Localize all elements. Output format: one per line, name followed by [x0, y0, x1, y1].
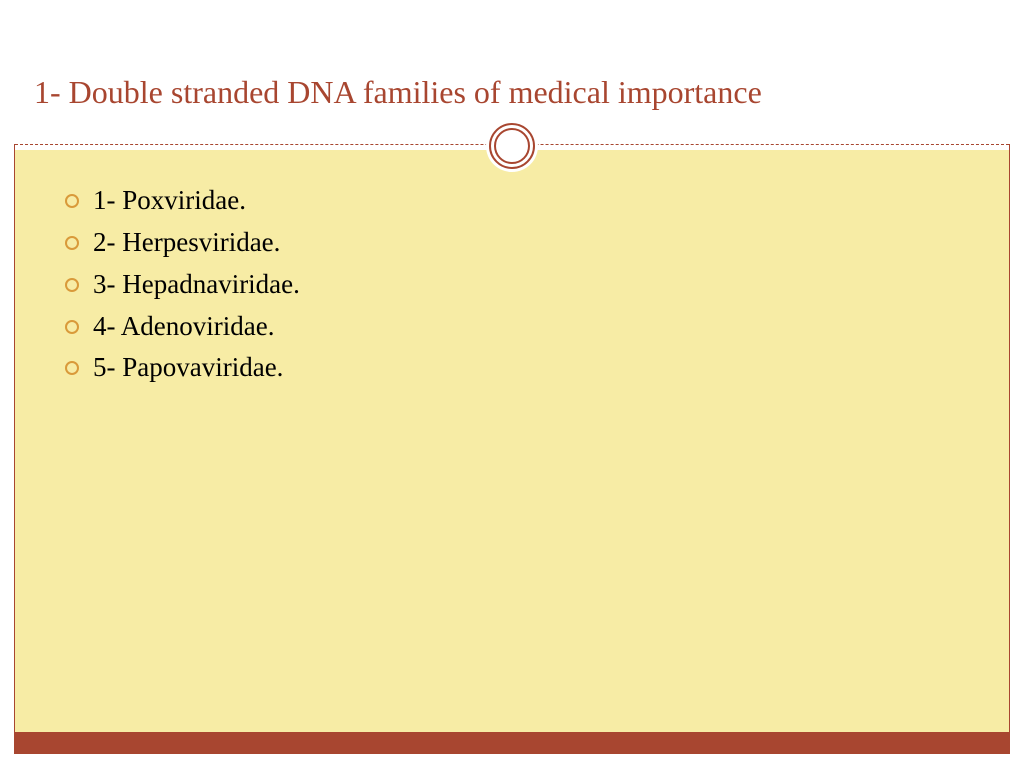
list-item: 5- Papovaviridae. [65, 347, 979, 389]
circle-ornament-icon [486, 120, 538, 172]
list-item: 3- Hepadnaviridae. [65, 264, 979, 306]
content-area: 1- Poxviridae. 2- Herpesviridae. 3- Hepa… [15, 150, 1009, 732]
list-item: 2- Herpesviridae. [65, 222, 979, 264]
footer-bar [15, 732, 1009, 753]
list-item: 4- Adenoviridae. [65, 306, 979, 348]
bullet-list: 1- Poxviridae. 2- Herpesviridae. 3- Hepa… [65, 180, 979, 389]
slide-title: 1- Double stranded DNA families of medic… [34, 74, 990, 111]
list-item: 1- Poxviridae. [65, 180, 979, 222]
